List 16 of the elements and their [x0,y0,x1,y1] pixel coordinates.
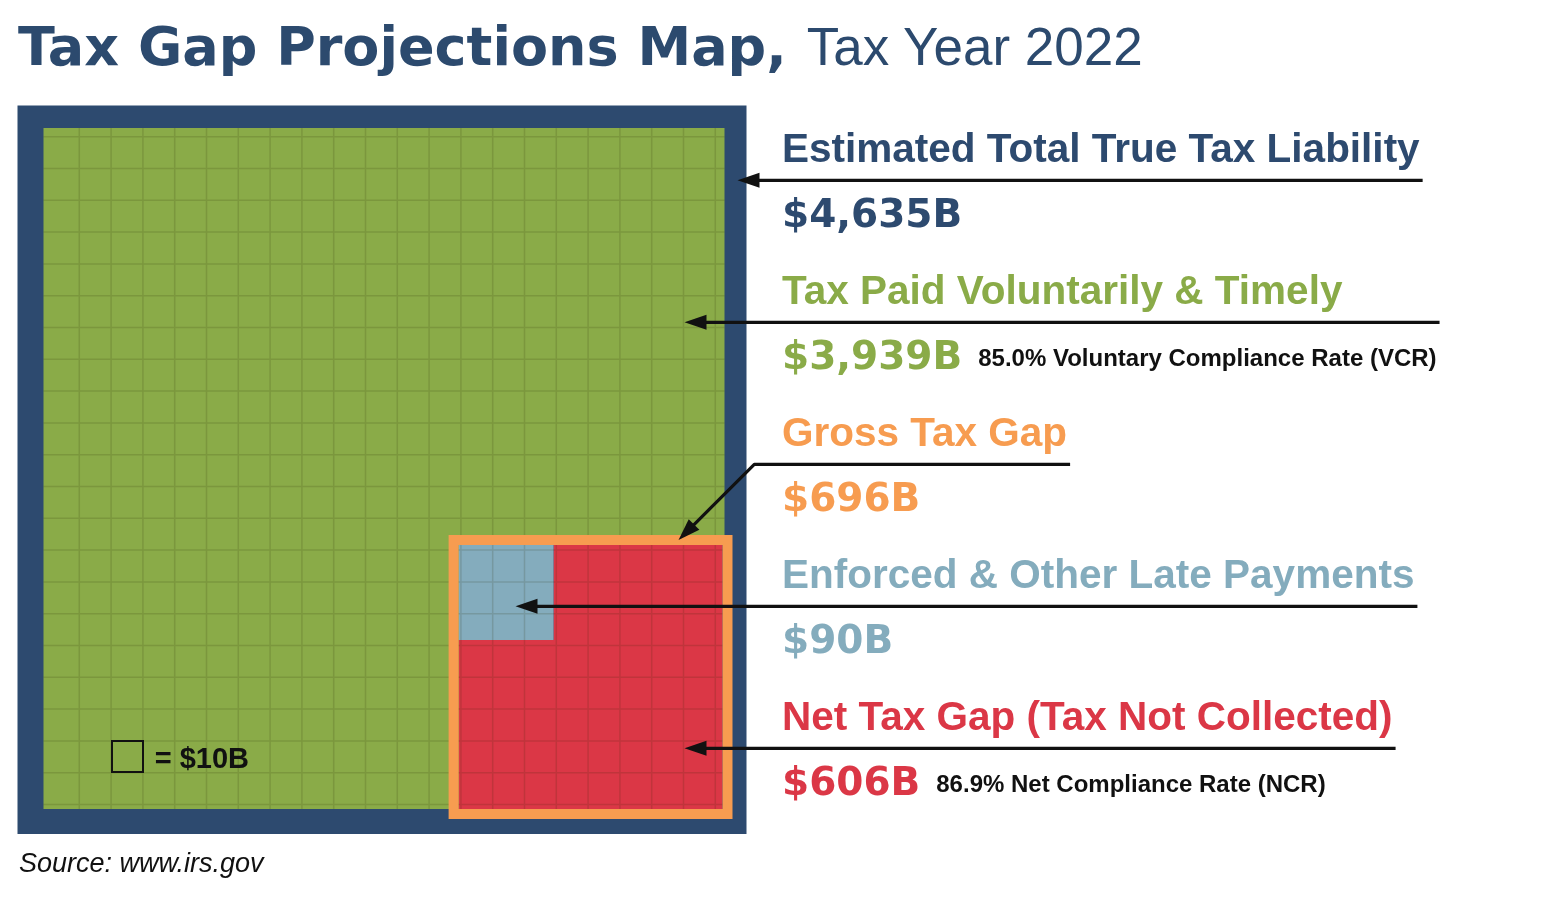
text: Tax Year 2022 [806,16,1143,76]
category-label: Estimated Total True Tax Liability [782,125,1421,172]
source-note: Source: www.irs.gov [19,848,266,879]
text: 85.0% Voluntary Compliance Rate (VCR) [978,344,1437,372]
text: 86.9% Net Compliance Rate (NCR) [936,770,1326,798]
category-label: Tax Paid Voluntarily & Timely [782,267,1343,314]
data-label: $90B [782,617,894,663]
text: = $10B [154,741,250,774]
data-label: $606B [782,759,921,805]
data-label: $3,939B [782,333,963,379]
data-label: $4,635B [782,191,963,237]
text: Tax Gap Projections Map, [18,14,787,78]
category-label: Gross Tax Gap [782,409,1068,456]
category-label: Enforced & Other Late Payments [782,551,1415,598]
data-label: $696B [782,475,921,521]
category-label: Net Tax Gap (Tax Not Collected) [782,693,1393,740]
